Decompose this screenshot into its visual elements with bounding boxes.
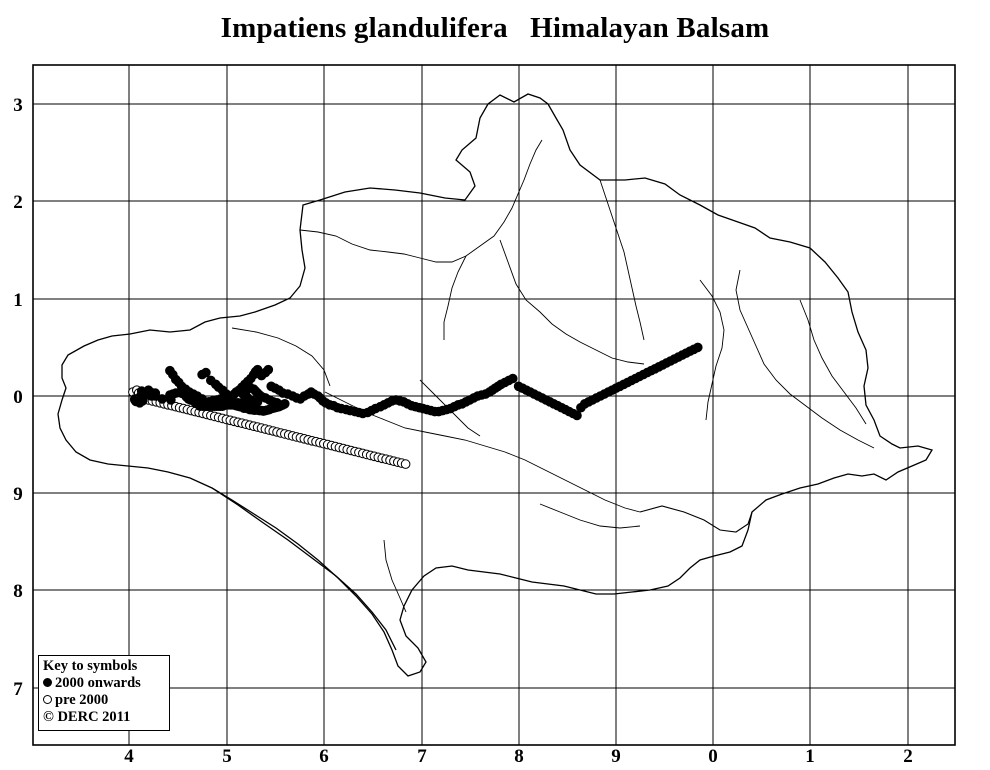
record-dot-2000-onwards — [263, 364, 274, 375]
x-tick-label: 4 — [124, 746, 134, 767]
x-tick-label: 5 — [222, 746, 232, 767]
key-copyright: © DERC 2011 — [43, 709, 131, 725]
y-tick-label: 7 — [13, 679, 23, 700]
x-tick-label: 1 — [805, 746, 815, 767]
open-dot-icon — [43, 695, 52, 704]
record-dot-2000-onwards — [131, 396, 141, 407]
record-dot-2000-onwards — [693, 342, 703, 353]
y-tick-label: 8 — [13, 581, 23, 602]
filled-dot-icon — [43, 678, 52, 687]
record-dot-2000-onwards — [221, 389, 232, 399]
key-heading: Key to symbols — [43, 658, 138, 674]
record-dot-2000-onwards — [241, 397, 251, 407]
key-box: Key to symbols 2000 onwards pre 2000 © D… — [38, 655, 170, 731]
record-dot-2000-onwards — [157, 394, 167, 404]
record-dot-2000-onwards — [150, 388, 161, 398]
key-row-old: pre 2000 — [43, 692, 165, 709]
y-tick-label: 2 — [13, 192, 23, 213]
record-dot-2000-onwards — [201, 367, 211, 378]
record-dot-2000-onwards — [272, 398, 282, 408]
y-axis-labels: 3 2 1 0 9 8 7 — [13, 95, 23, 700]
key-row-recent: 2000 onwards — [43, 675, 165, 692]
y-tick-label: 9 — [13, 484, 23, 505]
key-old-label: pre 2000 — [55, 692, 109, 708]
y-tick-label: 3 — [13, 95, 23, 116]
key-recent-label: 2000 onwards — [55, 675, 141, 691]
county-outline — [57, 93, 933, 677]
map-title: Impatiens glandulifera Himalayan Balsam — [220, 12, 770, 44]
x-tick-label: 2 — [903, 746, 913, 767]
x-tick-label: 8 — [514, 746, 524, 767]
coastal-spit — [211, 487, 397, 651]
rivers — [231, 139, 875, 613]
x-tick-label: 0 — [708, 746, 718, 767]
harbour-inlet — [639, 505, 753, 533]
record-dot-2000-onwards — [572, 410, 582, 421]
recent-records — [130, 342, 703, 421]
x-tick-label: 7 — [417, 746, 427, 767]
record-dot-pre-2000 — [400, 459, 411, 469]
y-tick-label: 1 — [13, 290, 23, 311]
y-tick-label: 0 — [13, 387, 23, 408]
x-tick-label: 6 — [319, 746, 329, 767]
map-frame — [32, 64, 956, 746]
record-dot-2000-onwards — [165, 365, 175, 376]
x-axis-labels: 4 5 6 7 8 9 0 1 2 — [124, 746, 913, 767]
record-dot-2000-onwards — [508, 373, 518, 384]
x-tick-label: 9 — [611, 746, 621, 767]
record-dot-2000-onwards — [280, 399, 290, 409]
grid-lines — [33, 65, 955, 745]
